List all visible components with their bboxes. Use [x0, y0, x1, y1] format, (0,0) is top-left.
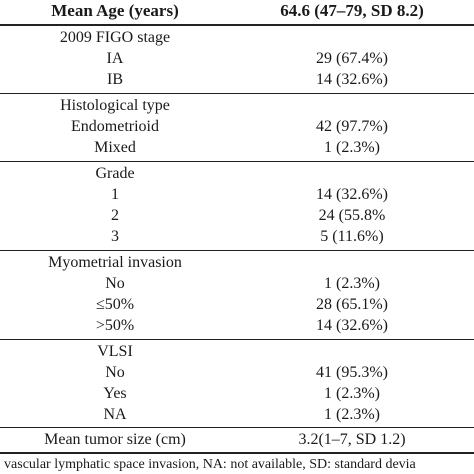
table-row: 3 5 (11.6%)	[0, 226, 474, 247]
row-label: Mixed	[94, 139, 136, 156]
table-row: No 1 (2.3%)	[0, 273, 474, 294]
table-header: Mean Age (years) 64.6 (47–79, SD 8.2)	[0, 0, 474, 30]
section-title: Myometrial invasion	[48, 254, 182, 271]
table-row: Yes 1 (2.3%)	[0, 383, 474, 404]
row-value: 1 (2.3%)	[324, 275, 380, 292]
summary-label: Mean tumor size (cm)	[44, 431, 186, 448]
table-row: IB 14 (32.6%)	[0, 69, 474, 90]
header-label: Mean Age (years)	[51, 1, 179, 20]
table-row: No 41 (95.3%)	[0, 362, 474, 383]
row-value: 1 (2.3%)	[324, 139, 380, 156]
footnote: I: vascular lymphatic space invasion, NA…	[0, 455, 474, 474]
row-label: No	[105, 275, 125, 292]
section-title: VLSI	[97, 343, 133, 360]
summary-value: 3.2(1–7, SD 1.2)	[298, 431, 406, 448]
row-label: No	[105, 364, 125, 381]
row-value: 28 (65.1%)	[316, 296, 388, 313]
row-label: Endometrioid	[71, 118, 159, 135]
row-label: ≤50%	[95, 296, 135, 313]
table-row: Mixed 1 (2.3%)	[0, 137, 474, 158]
header-value: 64.6 (47–79, SD 8.2)	[280, 1, 424, 20]
table-row: NA 1 (2.3%)	[0, 404, 474, 425]
bottom-rule	[0, 452, 474, 454]
section-divider	[0, 161, 474, 162]
row-value: 14 (32.6%)	[316, 71, 388, 88]
section-title: Grade	[95, 165, 135, 182]
row-value: 14 (32.6%)	[316, 317, 388, 334]
table-row: IA 29 (67.4%)	[0, 48, 474, 69]
row-label: 3	[111, 228, 119, 245]
section-title-myometrial-invasion: Myometrial invasion	[0, 252, 474, 273]
row-value: 42 (97.7%)	[316, 118, 388, 135]
section-title: Histological type	[60, 97, 170, 114]
row-value: 1 (2.3%)	[324, 406, 380, 423]
row-value: 24 (55.8%	[318, 207, 386, 224]
section-title-histological-type: Histological type	[0, 95, 474, 116]
table-row: 2 24 (55.8%	[0, 205, 474, 226]
table-row: ≤50% 28 (65.1%)	[0, 294, 474, 315]
summary-row: Mean tumor size (cm) 3.2(1–7, SD 1.2)	[0, 429, 474, 450]
section-title-grade: Grade	[0, 163, 474, 184]
row-label: 1	[111, 186, 119, 203]
section-title-figo-stage: 2009 FIGO stage	[0, 27, 474, 48]
row-value: 14 (32.6%)	[316, 186, 388, 203]
section-title-vlsi: VLSI	[0, 341, 474, 362]
section-divider	[0, 339, 474, 340]
section-title: 2009 FIGO stage	[59, 29, 171, 46]
row-value: 29 (67.4%)	[316, 50, 388, 67]
row-value: 5 (11.6%)	[320, 228, 384, 245]
row-label: >50%	[95, 317, 135, 334]
row-value: 1 (2.3%)	[324, 385, 380, 402]
row-label: Yes	[103, 385, 127, 402]
section-divider	[0, 250, 474, 251]
section-divider	[0, 427, 474, 428]
row-value: 41 (95.3%)	[316, 364, 388, 381]
section-divider	[0, 93, 474, 94]
table-row: >50% 14 (32.6%)	[0, 315, 474, 336]
table-row: Endometrioid 42 (97.7%)	[0, 116, 474, 137]
footnote-text: I: vascular lymphatic space invasion, NA…	[0, 457, 416, 472]
header-rule	[0, 24, 474, 26]
row-label: IA	[106, 50, 124, 67]
row-label: IB	[107, 71, 123, 88]
row-label: NA	[103, 406, 127, 423]
table-row: 1 14 (32.6%)	[0, 184, 474, 205]
row-label: 2	[111, 207, 119, 224]
